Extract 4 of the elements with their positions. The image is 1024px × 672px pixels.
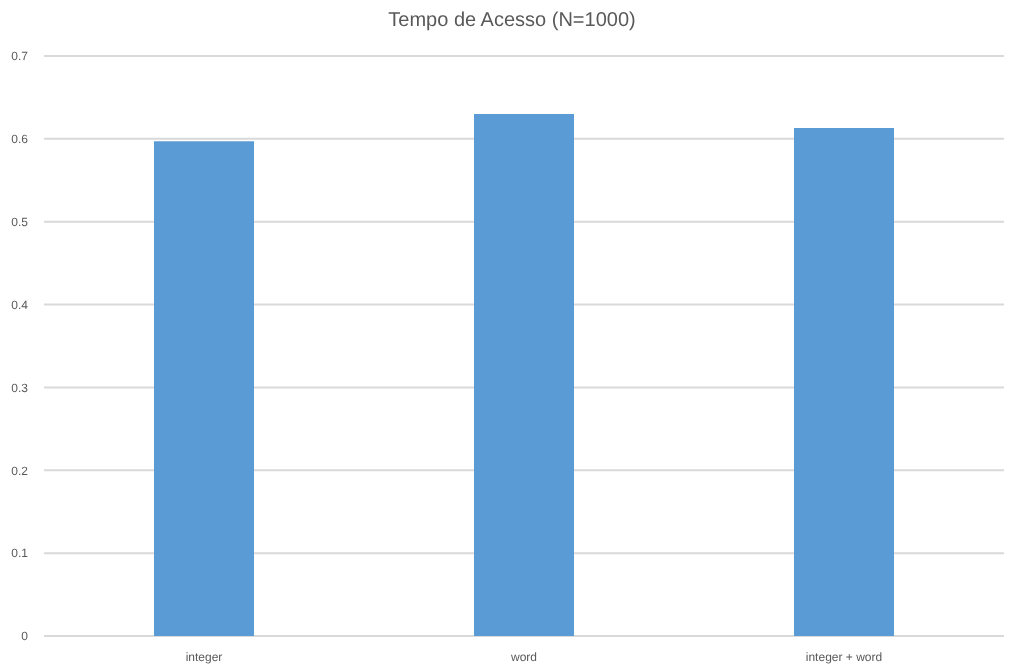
bar <box>794 128 894 636</box>
bar <box>154 141 254 636</box>
bar <box>474 114 574 636</box>
chart-title: Tempo de Acesso (N=1000) <box>386 10 638 32</box>
